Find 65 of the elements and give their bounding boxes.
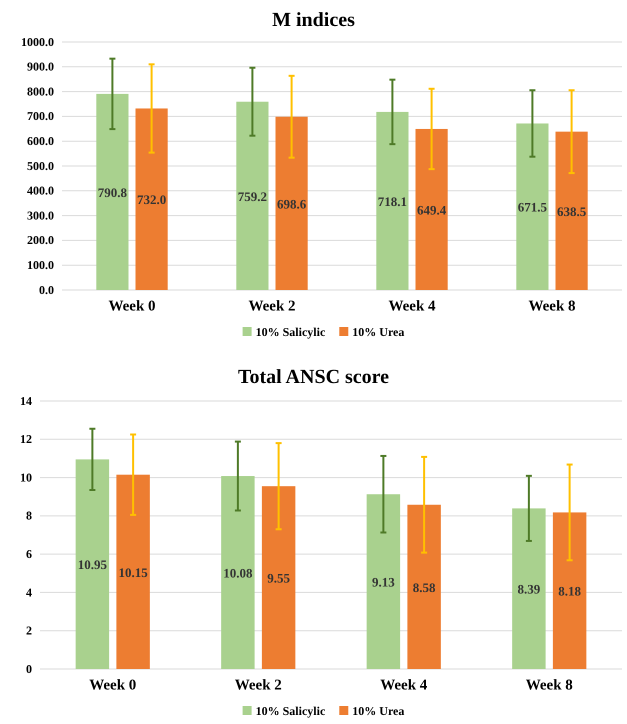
legend-label: 10% Urea xyxy=(352,325,404,339)
bar xyxy=(556,132,588,290)
y-tick-label: 800.0 xyxy=(27,84,54,98)
x-tick-label: Week 2 xyxy=(248,298,296,315)
y-tick-label: 1000.0 xyxy=(21,34,54,49)
legend-label: 10% Salicylic xyxy=(256,325,326,339)
bar xyxy=(366,494,400,669)
data-label: 732.0 xyxy=(136,192,166,208)
bar xyxy=(516,123,548,290)
bar xyxy=(407,504,441,669)
y-tick-label: 300.0 xyxy=(27,208,54,222)
y-tick-label: 600.0 xyxy=(27,134,54,148)
data-label: 9.13 xyxy=(372,574,396,590)
y-tick-label: 500.0 xyxy=(27,158,54,173)
y-tick-label: 200.0 xyxy=(27,233,54,248)
legend-label: 10% Urea xyxy=(352,704,404,718)
data-label: 8.39 xyxy=(518,582,541,597)
data-label: 10.08 xyxy=(223,566,254,581)
data-label: 8.58 xyxy=(412,580,436,595)
data-label: 698.6 xyxy=(276,196,307,212)
data-label: 8.18 xyxy=(558,584,582,599)
chart-title: Total ANSC score xyxy=(238,366,390,388)
bar xyxy=(262,486,296,669)
bar xyxy=(512,508,546,669)
y-tick-label: 4 xyxy=(26,585,32,600)
bar xyxy=(96,94,128,290)
x-tick-label: Week 4 xyxy=(388,298,436,315)
bar xyxy=(416,128,448,290)
y-tick-label: 100.0 xyxy=(27,258,54,272)
bar xyxy=(136,108,168,290)
bar xyxy=(221,476,255,669)
data-label: 790.8 xyxy=(98,184,128,200)
x-tick-label: Week 8 xyxy=(526,678,573,694)
data-label: 718.1 xyxy=(378,194,408,209)
y-tick-label: 8 xyxy=(26,508,32,523)
y-tick-label: 10 xyxy=(20,470,32,484)
x-tick-label: Week 2 xyxy=(234,678,282,694)
data-label: 9.55 xyxy=(267,570,290,586)
x-tick-label: Week 0 xyxy=(89,678,136,694)
data-label: 671.5 xyxy=(518,200,548,215)
bar xyxy=(236,102,268,290)
x-tick-label: Week 0 xyxy=(108,298,156,315)
chart-title: M indices xyxy=(272,9,356,31)
bar xyxy=(76,459,110,669)
y-tick-label: 400.0 xyxy=(27,184,54,198)
y-tick-label: 12 xyxy=(20,432,32,446)
bar xyxy=(276,116,308,290)
y-tick-label: 700.0 xyxy=(27,109,54,124)
y-tick-label: 14 xyxy=(20,394,32,408)
y-tick-label: 2 xyxy=(26,624,32,638)
data-label: 10.15 xyxy=(118,564,148,580)
data-label: 759.2 xyxy=(238,188,268,204)
y-tick-label: 0.0 xyxy=(39,282,54,297)
y-tick-label: 0 xyxy=(26,662,32,676)
bar xyxy=(552,512,586,669)
data-label: 649.4 xyxy=(416,202,447,218)
y-tick-label: 6 xyxy=(26,546,32,561)
x-tick-label: Week 8 xyxy=(528,298,576,315)
legend-label: 10% Salicylic xyxy=(256,704,326,718)
data-label: 638.5 xyxy=(556,204,587,219)
bar xyxy=(116,474,150,669)
y-tick-label: 900.0 xyxy=(27,60,54,74)
x-tick-label: Week 4 xyxy=(380,678,428,694)
bar xyxy=(376,112,408,290)
data-label: 10.95 xyxy=(78,557,108,572)
